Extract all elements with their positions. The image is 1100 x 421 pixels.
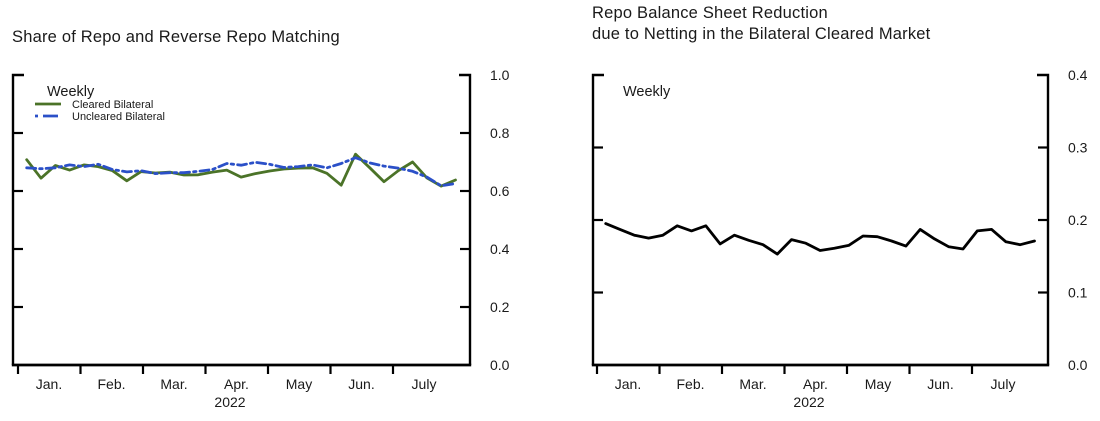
x-tick-label: Jun. xyxy=(927,376,953,392)
x-tick-label: Feb. xyxy=(97,376,125,392)
y-axis-left xyxy=(591,73,604,365)
x-tick-label: Mar. xyxy=(160,376,187,392)
x-tick-label: Jun. xyxy=(348,376,374,392)
legend-item-label: Uncleared Bilateral xyxy=(72,111,165,123)
y-axis-left xyxy=(11,73,24,365)
y-tick-label: 0.4 xyxy=(1068,67,1088,83)
frequency-label: Weekly xyxy=(623,84,671,100)
x-tick-label: Jan. xyxy=(615,376,641,392)
y-tick-label: 0.0 xyxy=(490,357,510,373)
legend-item-label: Cleared Bilateral xyxy=(72,99,153,111)
x-tick-label: Apr. xyxy=(224,376,249,392)
y-tick-label: 0.8 xyxy=(490,125,510,141)
x-tick-label: May xyxy=(286,376,312,392)
chart-balance-sheet-reduction-plot: 0.0 0.1 0.2 0.3 0.4 Jan. Feb. Mar. Apr. May Jun. Ju… xyxy=(591,67,1088,410)
frequency-label: Weekly xyxy=(47,84,95,100)
x-tick-label: Feb. xyxy=(676,376,704,392)
x-tick-label: July xyxy=(412,376,437,392)
year-label: 2022 xyxy=(793,394,824,410)
chart-title: Share of Repo and Reverse Repo Matching xyxy=(12,28,340,46)
y-tick-label: 0.2 xyxy=(1068,212,1088,228)
y-axis-right xyxy=(1037,73,1050,365)
series-line-uncleared-bilateral xyxy=(25,156,457,188)
y-tick-label: 0.3 xyxy=(1068,140,1088,156)
series-line-cleared-bilateral xyxy=(25,152,457,188)
x-tick-label: Jan. xyxy=(36,376,62,392)
y-tick-label: 1.0 xyxy=(490,67,510,83)
y-tick-label: 0.2 xyxy=(490,299,510,315)
x-tick-label: May xyxy=(865,376,891,392)
x-tick-label: Mar. xyxy=(739,376,766,392)
x-tick-label: Apr. xyxy=(803,376,828,392)
series-line-weekly xyxy=(604,222,1036,256)
y-tick-label: 0.4 xyxy=(490,241,510,257)
x-tick-label: July xyxy=(991,376,1016,392)
chart-title: Repo Balance Sheet Reduction due to Nett… xyxy=(592,4,931,43)
y-tick-label: 0.6 xyxy=(490,183,510,199)
y-axis-right xyxy=(459,73,472,365)
chart-share-repo-matching: Share of Repo and Reverse Repo Matching … xyxy=(11,28,510,410)
year-label: 2022 xyxy=(214,394,245,410)
chart-balance-sheet-reduction: Repo Balance Sheet Reduction due to Nett… xyxy=(550,0,1100,421)
chart-share-repo-matching-plot: 0.0 0.2 0.4 0.6 0.8 1.0 Jan. Feb. Mar. Apr. May Jun… xyxy=(11,67,510,410)
y-tick-label: 0.1 xyxy=(1068,285,1088,301)
y-tick-label: 0.0 xyxy=(1068,357,1088,373)
